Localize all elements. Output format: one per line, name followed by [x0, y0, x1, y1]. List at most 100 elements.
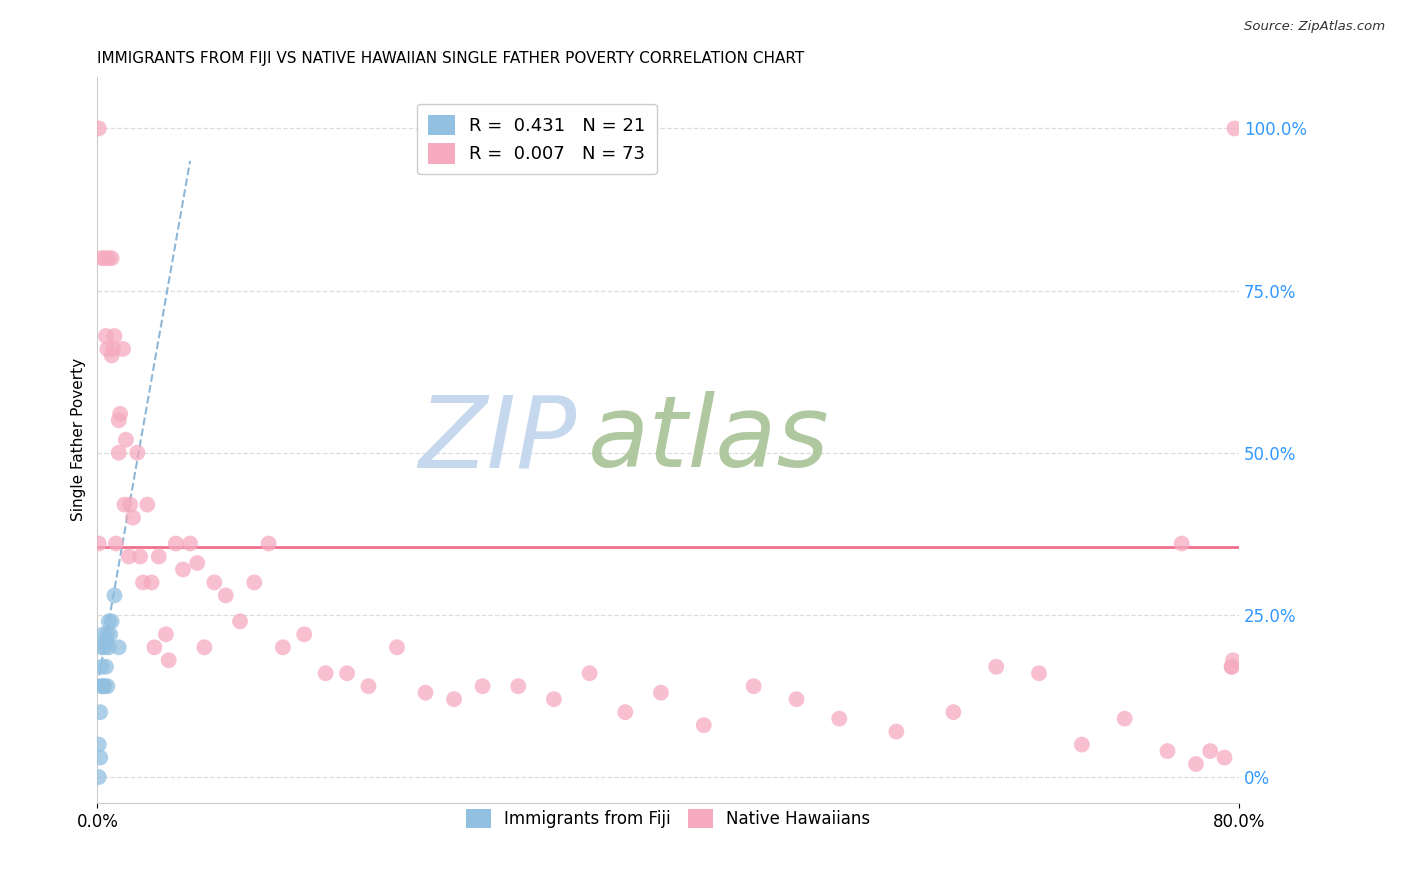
Immigrants from Fiji [93, 640, 115, 655]
Native Hawaiians [1114, 712, 1136, 726]
Immigrants from Fiji [89, 705, 111, 719]
Immigrants from Fiji [91, 679, 114, 693]
Native Hawaiians [257, 536, 280, 550]
Native Hawaiians [127, 446, 149, 460]
Immigrants from Fiji [87, 770, 110, 784]
Native Hawaiians [1170, 536, 1192, 550]
Native Hawaiians [229, 615, 252, 629]
Native Hawaiians [292, 627, 315, 641]
Native Hawaiians [543, 692, 565, 706]
Native Hawaiians [186, 556, 208, 570]
Native Hawaiians [93, 251, 115, 265]
Native Hawaiians [157, 653, 180, 667]
Native Hawaiians [742, 679, 765, 693]
Native Hawaiians [315, 666, 337, 681]
Native Hawaiians [202, 575, 225, 590]
Native Hawaiians [155, 627, 177, 641]
Immigrants from Fiji [90, 640, 112, 655]
Immigrants from Fiji [96, 627, 118, 641]
Native Hawaiians [986, 659, 1008, 673]
Immigrants from Fiji [97, 640, 120, 655]
Native Hawaiians [107, 446, 129, 460]
Immigrants from Fiji [97, 615, 120, 629]
Native Hawaiians [1070, 738, 1092, 752]
Immigrants from Fiji [87, 738, 110, 752]
Native Hawaiians [148, 549, 170, 564]
Native Hawaiians [385, 640, 408, 655]
Native Hawaiians [1220, 659, 1243, 673]
Immigrants from Fiji [89, 750, 111, 764]
Native Hawaiians [90, 251, 112, 265]
Native Hawaiians [1028, 666, 1050, 681]
Native Hawaiians [172, 562, 194, 576]
Native Hawaiians [193, 640, 215, 655]
Native Hawaiians [693, 718, 716, 732]
Native Hawaiians [165, 536, 187, 550]
Native Hawaiians [1222, 653, 1244, 667]
Native Hawaiians [112, 342, 135, 356]
Immigrants from Fiji [96, 679, 118, 693]
Native Hawaiians [886, 724, 908, 739]
Native Hawaiians [100, 348, 122, 362]
Immigrants from Fiji [107, 640, 129, 655]
Native Hawaiians [357, 679, 380, 693]
Native Hawaiians [132, 575, 155, 590]
Text: IMMIGRANTS FROM FIJI VS NATIVE HAWAIIAN SINGLE FATHER POVERTY CORRELATION CHART: IMMIGRANTS FROM FIJI VS NATIVE HAWAIIAN … [97, 51, 804, 66]
Text: Source: ZipAtlas.com: Source: ZipAtlas.com [1244, 20, 1385, 33]
Immigrants from Fiji [90, 659, 112, 673]
Native Hawaiians [1185, 757, 1208, 772]
Native Hawaiians [1213, 750, 1236, 764]
Native Hawaiians [136, 498, 159, 512]
Immigrants from Fiji [91, 627, 114, 641]
Native Hawaiians [179, 536, 201, 550]
Immigrants from Fiji [98, 627, 121, 641]
Immigrants from Fiji [94, 659, 117, 673]
Native Hawaiians [115, 433, 138, 447]
Native Hawaiians [271, 640, 294, 655]
Native Hawaiians [415, 686, 437, 700]
Native Hawaiians [1220, 659, 1243, 673]
Immigrants from Fiji [94, 633, 117, 648]
Native Hawaiians [114, 498, 136, 512]
Immigrants from Fiji [93, 679, 115, 693]
Native Hawaiians [122, 510, 145, 524]
Native Hawaiians [87, 536, 110, 550]
Native Hawaiians [94, 329, 117, 343]
Native Hawaiians [103, 329, 125, 343]
Native Hawaiians [143, 640, 166, 655]
Native Hawaiians [942, 705, 965, 719]
Text: ZIP: ZIP [419, 392, 576, 488]
Native Hawaiians [107, 413, 129, 427]
Native Hawaiians [1156, 744, 1178, 758]
Native Hawaiians [336, 666, 359, 681]
Immigrants from Fiji [100, 615, 122, 629]
Immigrants from Fiji [103, 589, 125, 603]
Native Hawaiians [129, 549, 152, 564]
Native Hawaiians [104, 536, 127, 550]
Native Hawaiians [87, 121, 110, 136]
Native Hawaiians [141, 575, 163, 590]
Native Hawaiians [650, 686, 672, 700]
Y-axis label: Single Father Poverty: Single Father Poverty [72, 359, 86, 521]
Native Hawaiians [100, 251, 122, 265]
Native Hawaiians [1199, 744, 1222, 758]
Native Hawaiians [96, 342, 118, 356]
Immigrants from Fiji [90, 679, 112, 693]
Native Hawaiians [1223, 121, 1246, 136]
Native Hawaiians [828, 712, 851, 726]
Native Hawaiians [243, 575, 266, 590]
Native Hawaiians [101, 342, 124, 356]
Native Hawaiians [118, 549, 141, 564]
Native Hawaiians [120, 498, 142, 512]
Native Hawaiians [97, 251, 120, 265]
Native Hawaiians [108, 407, 131, 421]
Native Hawaiians [443, 692, 465, 706]
Native Hawaiians [215, 589, 238, 603]
Native Hawaiians [578, 666, 600, 681]
Native Hawaiians [614, 705, 637, 719]
Native Hawaiians [471, 679, 494, 693]
Native Hawaiians [785, 692, 807, 706]
Legend: Immigrants from Fiji, Native Hawaiians: Immigrants from Fiji, Native Hawaiians [460, 802, 877, 835]
Native Hawaiians [508, 679, 530, 693]
Text: atlas: atlas [588, 392, 830, 488]
